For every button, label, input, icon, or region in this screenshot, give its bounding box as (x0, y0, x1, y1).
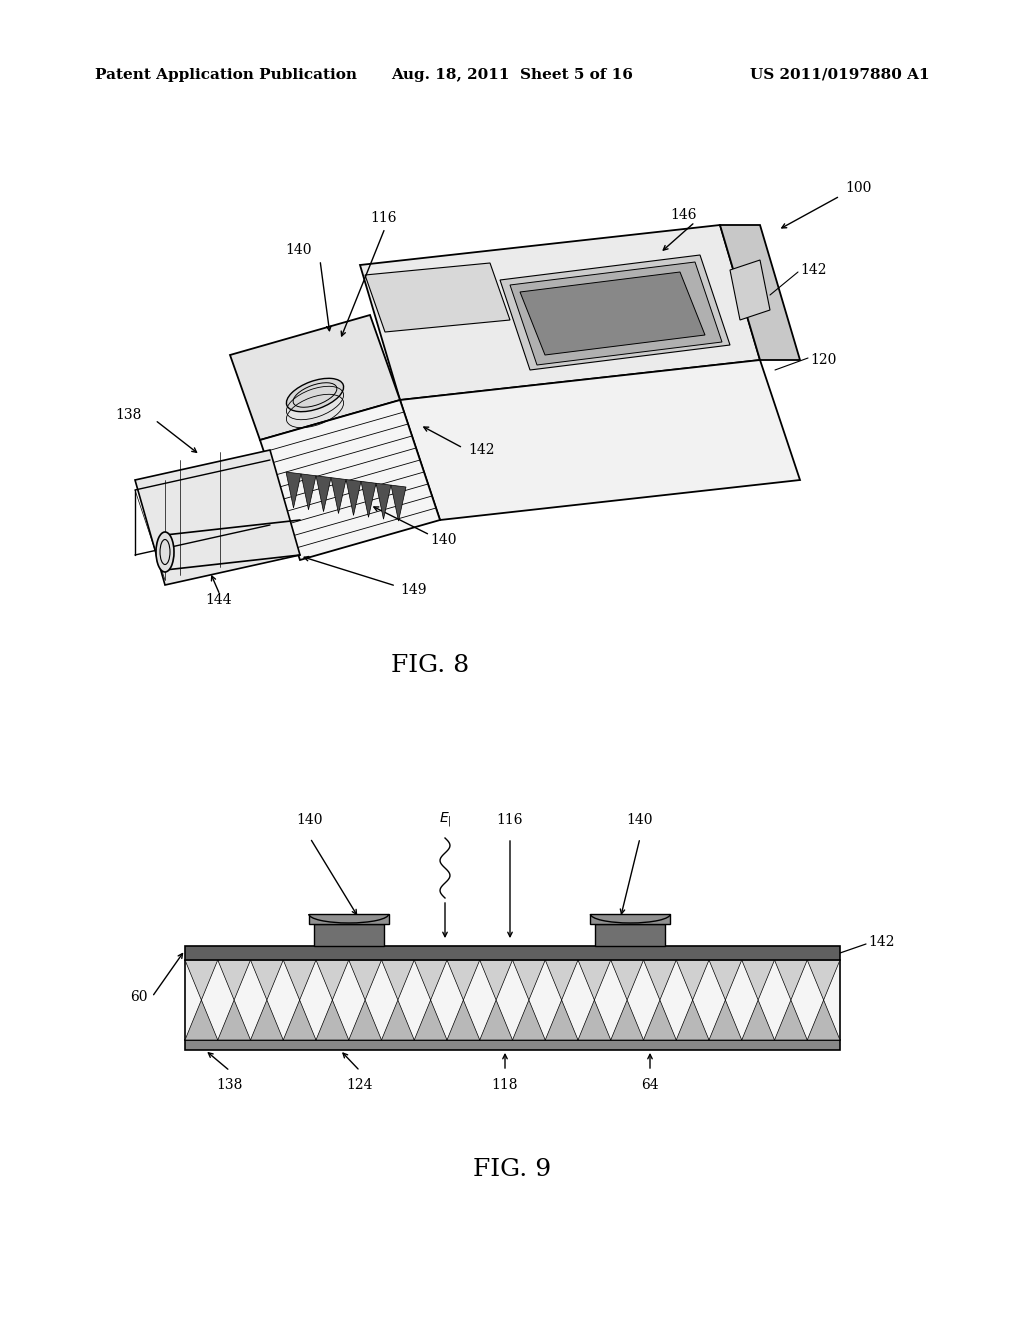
Polygon shape (382, 960, 415, 1001)
Polygon shape (185, 960, 840, 1040)
Text: FIG. 8: FIG. 8 (391, 653, 469, 676)
Polygon shape (545, 960, 578, 1001)
Polygon shape (400, 360, 800, 520)
Polygon shape (316, 960, 349, 1001)
Text: 142: 142 (800, 263, 826, 277)
Polygon shape (331, 478, 346, 513)
Text: 64: 64 (641, 1078, 658, 1092)
Polygon shape (360, 224, 760, 400)
Text: 60: 60 (130, 990, 148, 1005)
Polygon shape (741, 1001, 774, 1040)
Polygon shape (415, 1001, 447, 1040)
Polygon shape (480, 960, 512, 1001)
Text: 118: 118 (492, 1078, 518, 1092)
Polygon shape (185, 1001, 218, 1040)
Polygon shape (720, 224, 800, 360)
Text: 140: 140 (627, 813, 653, 828)
Polygon shape (135, 450, 300, 585)
Polygon shape (643, 1001, 676, 1040)
Polygon shape (545, 1001, 578, 1040)
Polygon shape (500, 255, 730, 370)
Polygon shape (520, 272, 705, 355)
Polygon shape (447, 960, 480, 1001)
Text: 140: 140 (430, 533, 457, 546)
Polygon shape (284, 960, 316, 1001)
Polygon shape (643, 960, 676, 1001)
Ellipse shape (287, 379, 344, 412)
Text: Aug. 18, 2011  Sheet 5 of 16: Aug. 18, 2011 Sheet 5 of 16 (391, 69, 633, 82)
Polygon shape (510, 261, 722, 366)
Polygon shape (349, 960, 382, 1001)
Polygon shape (512, 1001, 545, 1040)
Text: US 2011/0197880 A1: US 2011/0197880 A1 (751, 69, 930, 82)
Text: 138: 138 (115, 408, 141, 422)
Text: Patent Application Publication: Patent Application Publication (95, 69, 357, 82)
Polygon shape (610, 960, 643, 1001)
Polygon shape (316, 475, 331, 512)
Text: 100: 100 (845, 181, 871, 195)
Polygon shape (578, 960, 610, 1001)
Polygon shape (807, 960, 840, 1001)
Polygon shape (730, 260, 770, 319)
Text: 149: 149 (400, 583, 427, 597)
Polygon shape (676, 960, 709, 1001)
Text: 116: 116 (370, 211, 396, 224)
Text: 116: 116 (497, 813, 523, 828)
Polygon shape (185, 960, 218, 1001)
Polygon shape (774, 1001, 807, 1040)
Polygon shape (218, 1001, 251, 1040)
Text: 144: 144 (205, 593, 231, 607)
Polygon shape (807, 1001, 840, 1040)
Text: 140: 140 (285, 243, 311, 257)
Polygon shape (251, 960, 284, 1001)
Polygon shape (480, 1001, 512, 1040)
Text: 142: 142 (868, 935, 895, 949)
Polygon shape (391, 486, 406, 521)
Polygon shape (185, 946, 840, 960)
Text: FIG. 9: FIG. 9 (473, 1159, 551, 1181)
Polygon shape (591, 913, 671, 924)
Polygon shape (578, 1001, 610, 1040)
Polygon shape (361, 482, 376, 517)
Polygon shape (316, 1001, 349, 1040)
Polygon shape (260, 400, 440, 560)
Polygon shape (313, 924, 384, 946)
Text: 146: 146 (670, 209, 696, 222)
Polygon shape (709, 960, 741, 1001)
Polygon shape (284, 1001, 316, 1040)
Polygon shape (610, 1001, 643, 1040)
Polygon shape (365, 263, 510, 333)
Polygon shape (447, 1001, 480, 1040)
Polygon shape (415, 960, 447, 1001)
Polygon shape (376, 483, 391, 519)
Text: 140: 140 (297, 813, 324, 828)
Polygon shape (774, 960, 807, 1001)
Polygon shape (676, 1001, 709, 1040)
Polygon shape (382, 1001, 415, 1040)
Polygon shape (741, 960, 774, 1001)
Polygon shape (218, 960, 251, 1001)
Text: 124: 124 (347, 1078, 374, 1092)
Text: 142: 142 (468, 444, 495, 457)
Polygon shape (309, 913, 389, 924)
Polygon shape (346, 479, 361, 515)
Polygon shape (595, 924, 666, 946)
Text: $E_|$: $E_|$ (438, 810, 452, 829)
Polygon shape (185, 1040, 840, 1049)
Polygon shape (301, 474, 316, 510)
Ellipse shape (156, 532, 174, 572)
Polygon shape (709, 1001, 741, 1040)
Text: 120: 120 (810, 352, 837, 367)
Polygon shape (512, 960, 545, 1001)
Text: 138: 138 (217, 1078, 243, 1092)
Polygon shape (230, 315, 400, 440)
Polygon shape (251, 1001, 284, 1040)
Polygon shape (286, 473, 301, 508)
Polygon shape (349, 1001, 382, 1040)
